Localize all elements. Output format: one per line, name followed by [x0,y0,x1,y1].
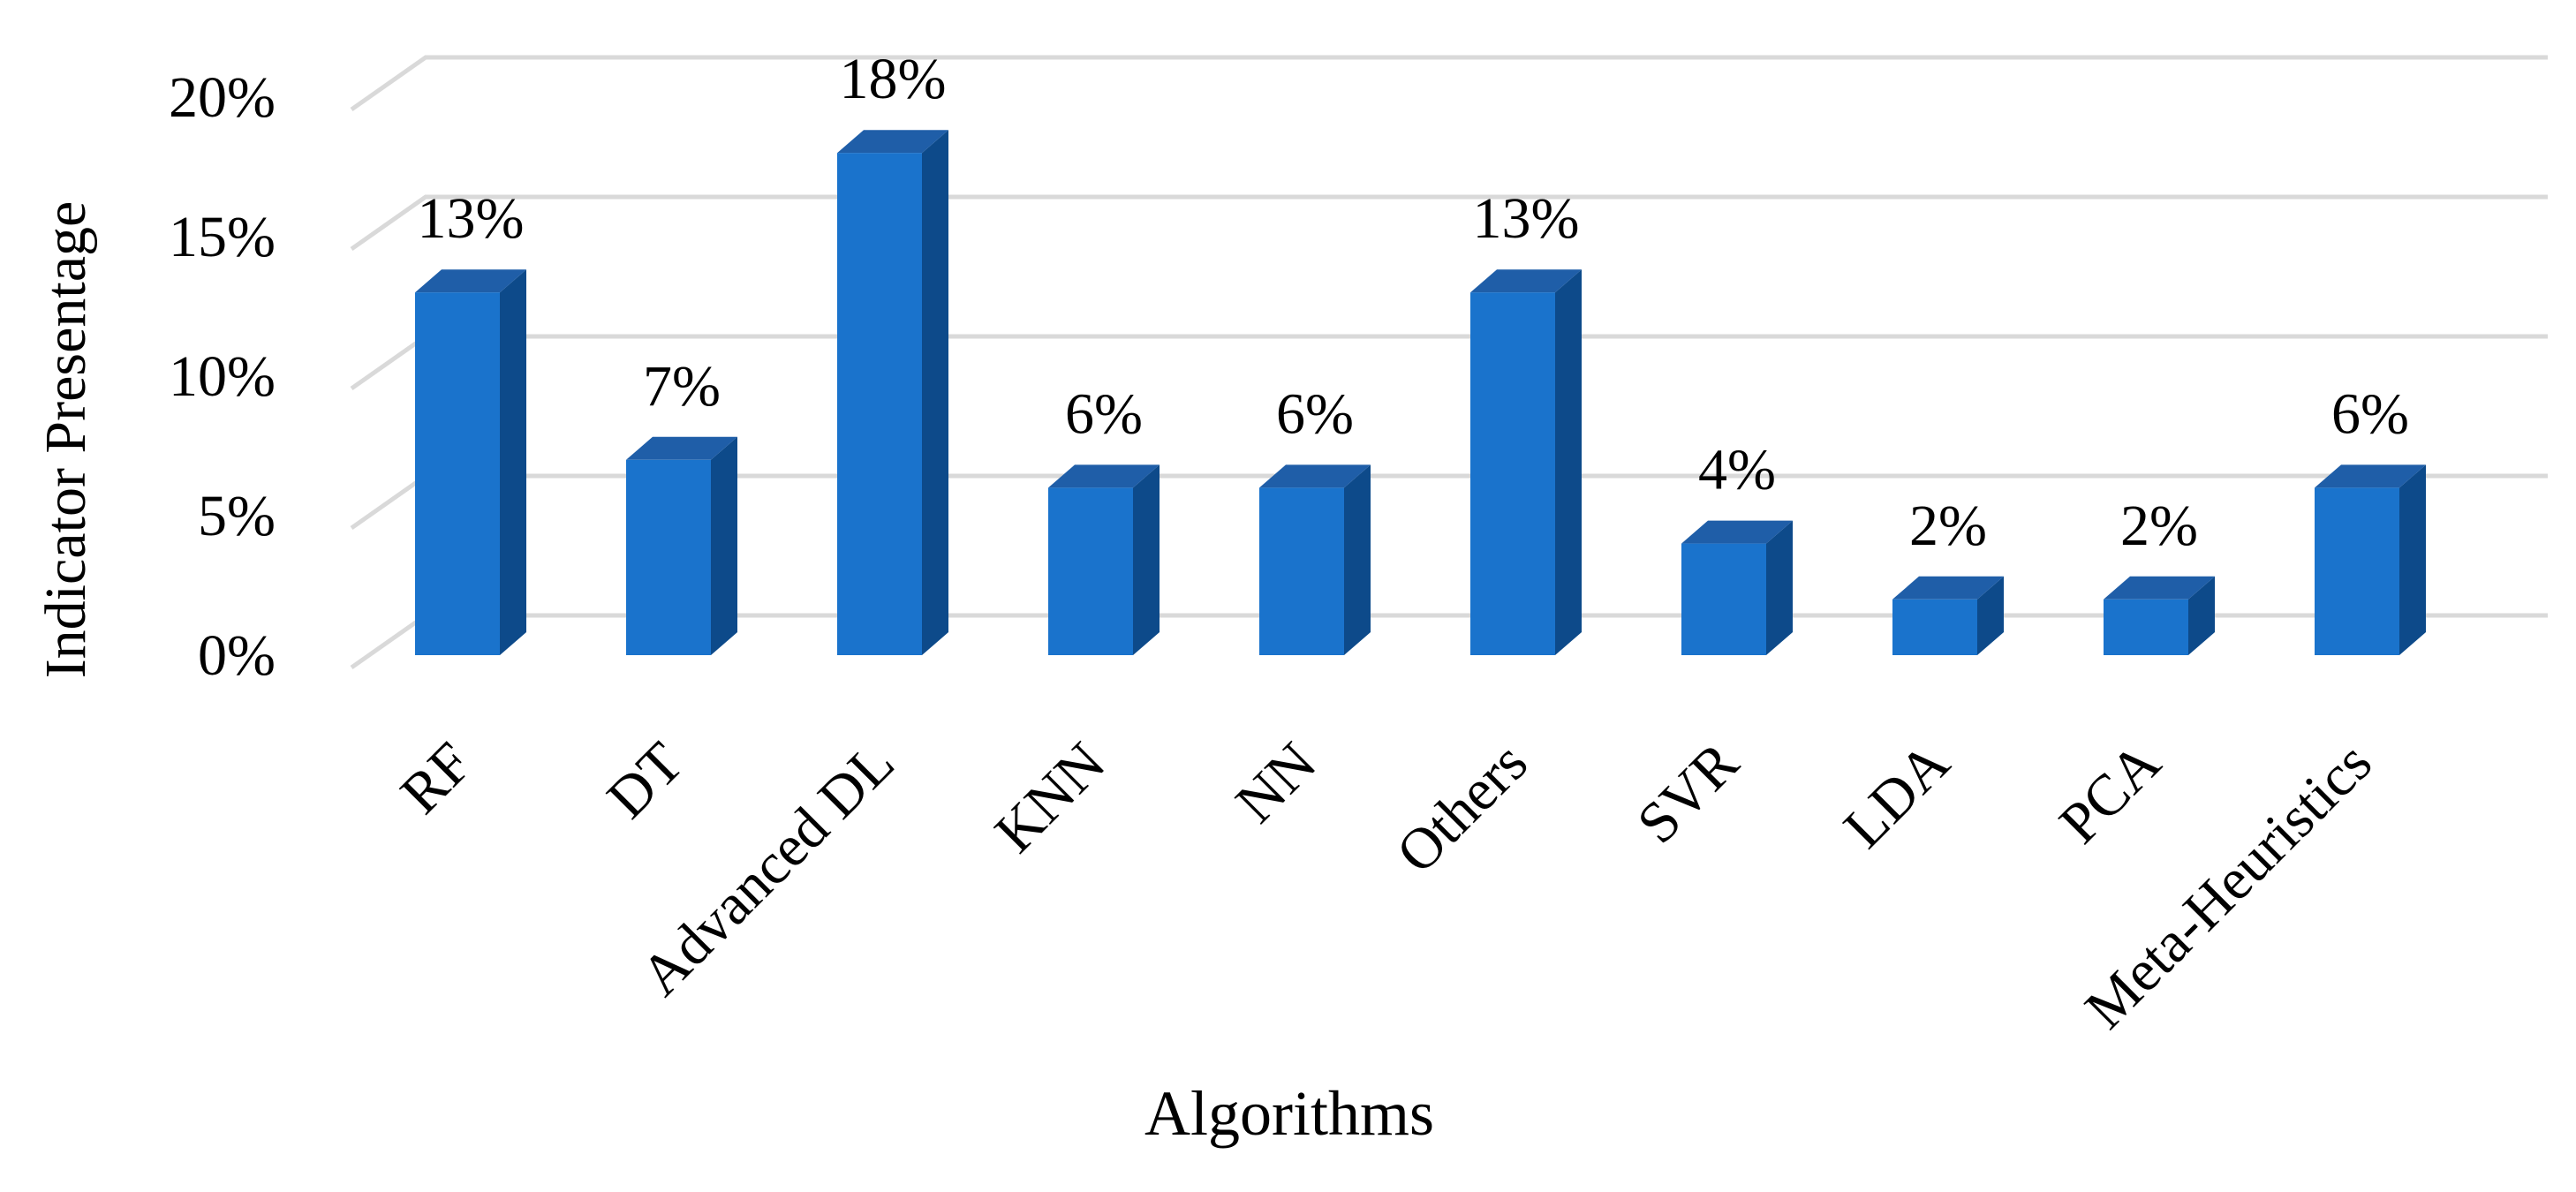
bar-side [1766,520,1793,655]
bar-side [1977,576,2004,655]
bar-front [837,153,922,655]
gridline [350,55,2548,112]
bar-advanced-dl [837,130,948,655]
bar-front [1892,599,1977,655]
bar-top [1681,520,1793,544]
data-label: 4% [1698,438,1776,502]
x-tick-label: RF [389,730,485,826]
gridline [350,194,2548,252]
data-label: 18% [840,47,947,111]
bar-rf [415,269,526,655]
data-labels: 13% 7% 18% 6% 6% 13% 4% 2% 2% 6% [418,47,2409,558]
data-label: 13% [1473,186,1580,251]
bar-top [1048,464,1160,488]
bar-side [2399,464,2426,655]
bar-front [1681,543,1766,655]
y-tick-label: 20% [169,65,276,130]
x-tick-label: DT [595,730,696,831]
x-tick-label: KNN [983,730,1118,865]
bar-others [1470,269,1582,655]
bar-side [922,130,948,655]
bar-nn [1259,464,1371,655]
bar-front [1259,487,1344,655]
y-axis-title: Indicator Presentage [34,201,98,679]
x-tick-label: PCA [2047,730,2173,856]
bar-top [837,130,948,154]
bar-top [415,269,526,293]
bar-dt [626,436,737,655]
x-tick-label: Others [1385,730,1540,886]
bars [415,130,2426,655]
x-tick-label: SVR [1625,730,1750,856]
bar-side [711,436,737,655]
bar-top [1259,464,1371,488]
bar-lda [1892,576,2004,655]
x-axis-title: Algorithms [1144,1078,1434,1149]
bar-top [1470,269,1582,293]
y-tick-label: 5% [198,484,276,548]
bar-side [1555,269,1582,655]
y-tick-label: 0% [198,623,276,688]
bar-front [2104,599,2188,655]
bar-knn [1048,464,1160,655]
bar-top [1892,576,2004,600]
data-label: 6% [2331,381,2409,446]
bar-meta-heuristics [2315,464,2426,655]
bar-side [2188,576,2215,655]
data-label: 2% [1909,494,1987,558]
bar-svr [1681,520,1793,655]
bar-pca [2104,576,2215,655]
x-tick-label: LDA [1832,730,1962,861]
bar-front [1470,292,1555,655]
bar-front [1048,487,1133,655]
y-axis-ticks: 0% 5% 10% 15% 20% [169,65,276,688]
data-label: 2% [2120,494,2198,558]
bar-side [1344,464,1371,655]
data-label: 6% [1065,381,1143,446]
data-label: 13% [418,186,525,251]
y-tick-label: 15% [169,205,276,269]
bar-side [500,269,526,655]
x-tick-label: NN [1224,730,1329,835]
bar-side [1133,464,1160,655]
bar-top [2315,464,2426,488]
bar-front [2315,487,2399,655]
bar-top [2104,576,2215,600]
data-label: 6% [1276,381,1354,446]
bar-front [415,292,500,655]
data-label: 7% [643,354,721,419]
y-tick-label: 10% [169,344,276,409]
bar-top [626,436,737,460]
bar-front [626,459,711,655]
